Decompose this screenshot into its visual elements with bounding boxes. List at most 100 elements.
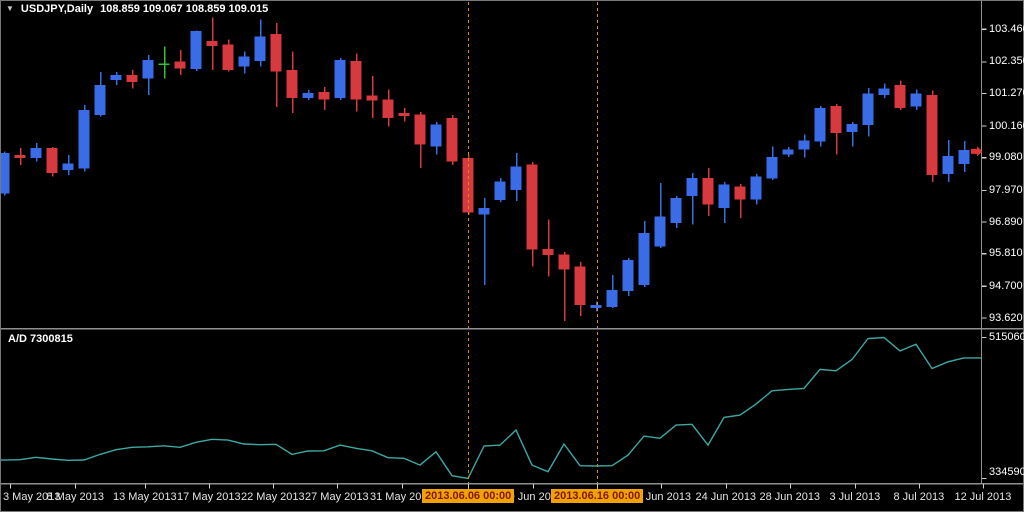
symbol-name: USDJPY,Daily (20, 3, 94, 15)
candle-body (270, 33, 282, 72)
candle-body (622, 260, 634, 292)
candle-body (846, 124, 858, 132)
candle (814, 106, 826, 147)
date-label: 17 May 2013 (177, 491, 241, 503)
candle (14, 148, 26, 166)
date-label: 24 Jun 2013 (695, 491, 757, 503)
candle (78, 104, 90, 172)
candle (254, 19, 266, 67)
candle (94, 71, 106, 117)
candle (478, 198, 490, 285)
candle-body (798, 140, 810, 150)
candle (270, 23, 282, 108)
candle-body (766, 156, 778, 179)
candle-body (718, 184, 730, 208)
date-label: 13 May 2013 (113, 491, 177, 503)
candle-body (206, 41, 218, 47)
candle (190, 30, 202, 71)
candle (558, 251, 570, 321)
candle-body (910, 93, 922, 107)
candle-body (94, 85, 106, 115)
candle-body (398, 112, 410, 117)
candle (158, 46, 170, 79)
indicator-value: 7300815 (30, 333, 73, 345)
price-axis-label: 96.890 (989, 215, 1023, 228)
candle (910, 89, 922, 110)
price-axis-label: 94.700 (989, 279, 1023, 292)
candle (862, 87, 874, 137)
candle-body (78, 109, 90, 169)
candle-body (462, 157, 474, 213)
candle (622, 258, 634, 296)
date-label: 19 Jun 2013 (630, 491, 692, 503)
candle-body (254, 36, 266, 61)
candle-body (478, 207, 490, 215)
indicator-label: A/D 7300815 (8, 333, 73, 345)
candle (894, 80, 906, 110)
candle-body (926, 95, 938, 176)
candle (958, 140, 970, 173)
candle-body (638, 232, 650, 285)
candle-body (334, 59, 346, 98)
candle (590, 301, 602, 312)
price-axis-label: 99.080 (989, 151, 1023, 164)
candle (878, 83, 890, 99)
candle-body (430, 124, 442, 147)
candle (238, 51, 250, 74)
candle (670, 195, 682, 228)
candle-body (0, 152, 10, 194)
candle (638, 221, 650, 287)
chart-title: ▼ USDJPY,Daily 108.859 109.067 108.859 1… (6, 3, 268, 15)
candle-body (878, 88, 890, 96)
candle-body (46, 148, 58, 174)
candle-body (862, 93, 874, 125)
price-axis-label: 95.810 (989, 247, 1023, 260)
candle-body (110, 75, 122, 81)
candle-body (62, 163, 74, 171)
candle-body (286, 70, 298, 98)
price-axis-label: 97.970 (989, 183, 1023, 196)
candle-body (158, 63, 170, 65)
indicator-axis-label: 334590 (989, 466, 1024, 478)
candle (446, 114, 458, 166)
candle-body (558, 254, 570, 270)
candle (430, 122, 442, 155)
candle (382, 89, 394, 127)
price-axis-label: 102.350 (989, 55, 1024, 68)
date-label: 22 May 2013 (241, 491, 305, 503)
candle (846, 122, 858, 147)
indicator-name: A/D (8, 333, 27, 345)
date-label: 12 Jul 2013 (954, 491, 1012, 503)
candle-body (670, 198, 682, 223)
date-label: 10 Jun 2013 (502, 491, 564, 503)
candle (766, 146, 778, 180)
candle-body (782, 149, 794, 155)
candle (510, 152, 522, 202)
candle-body (510, 166, 522, 190)
candle (574, 261, 586, 317)
candle-body (526, 164, 538, 250)
date-label: 31 May 2013 (370, 491, 434, 503)
candle-body (222, 44, 234, 70)
vline-time-tag[interactable]: 2013.06.06 00:00 (422, 489, 515, 503)
candle (942, 140, 954, 183)
candle (782, 146, 794, 157)
candle (750, 173, 762, 205)
candle-body (190, 31, 202, 69)
candle (62, 154, 74, 176)
candle-body (302, 92, 314, 98)
candle (350, 53, 362, 112)
candle-body (446, 117, 458, 162)
candle-body (174, 61, 186, 69)
date-label: 3 Jul 2013 (829, 491, 881, 503)
candle-body (830, 106, 842, 133)
candle-body (238, 56, 250, 67)
vline-time-tag[interactable]: 2013.06.16 00:00 (551, 489, 644, 503)
candle (542, 219, 554, 277)
candle (702, 168, 714, 217)
indicator-axis-label: 515060 (989, 331, 1024, 343)
candle-body (542, 248, 554, 256)
